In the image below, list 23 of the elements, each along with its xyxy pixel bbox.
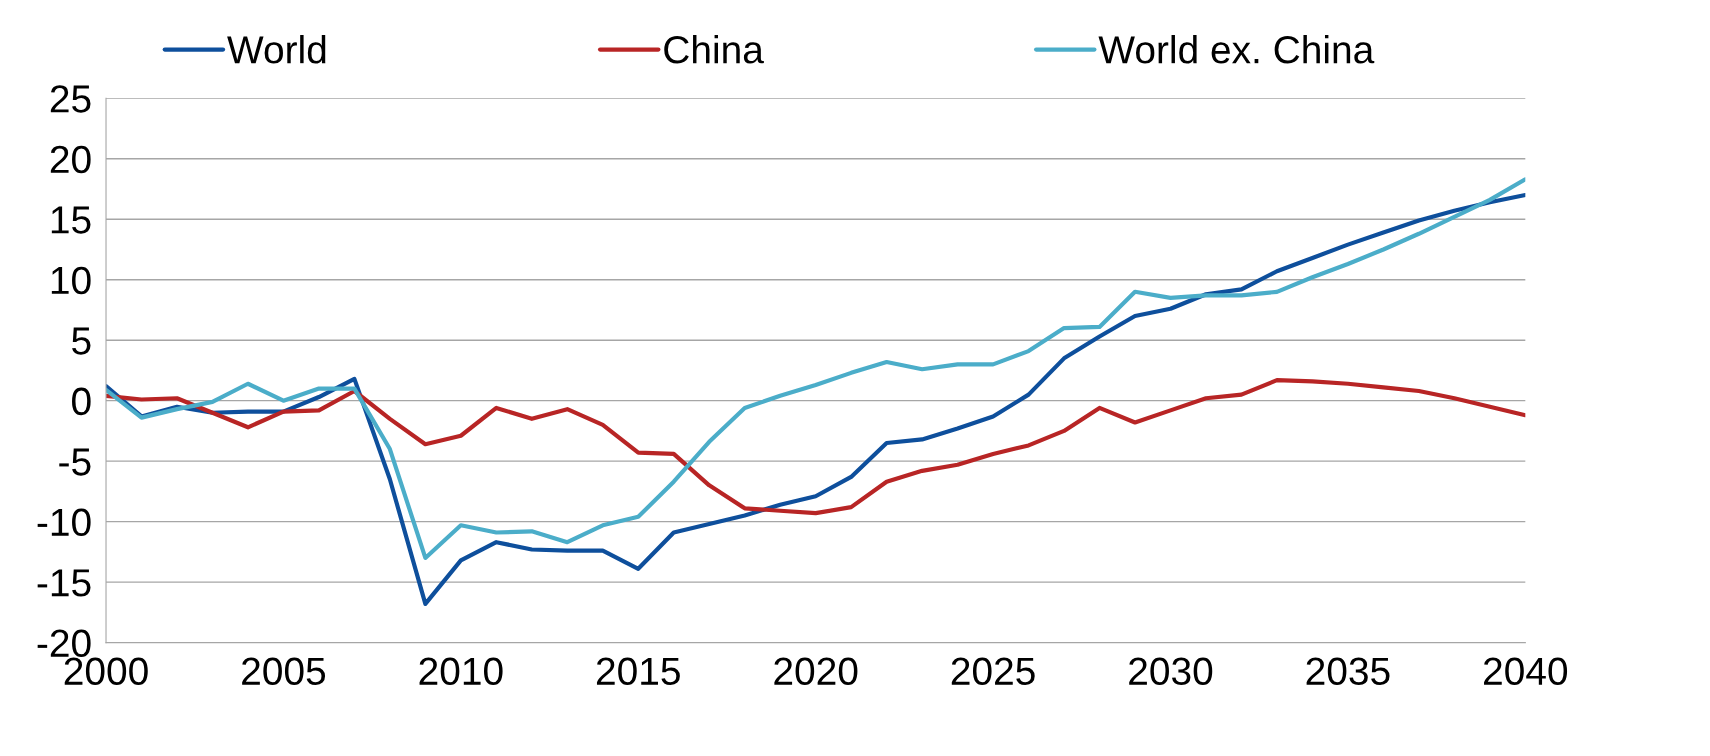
y-tick-label: 20 bbox=[50, 145, 91, 174]
y-tick-label: 5 bbox=[72, 327, 91, 355]
y-tick-label: 10 bbox=[51, 266, 91, 295]
x-tick-label: 2035 bbox=[1306, 657, 1390, 686]
legend-label: World bbox=[227, 35, 326, 64]
x-tick-label: 2005 bbox=[242, 657, 326, 686]
x-tick-label: 2040 bbox=[1484, 657, 1568, 686]
y-tick-label: -20 bbox=[37, 629, 91, 658]
y-tick-label: 15 bbox=[51, 206, 91, 234]
line-series bbox=[106, 378, 1526, 516]
y-tick-label: -15 bbox=[37, 569, 91, 597]
x-tick-label: 2020 bbox=[774, 657, 858, 686]
x-tick-label: 2030 bbox=[1129, 657, 1213, 686]
x-tick-label: 2025 bbox=[951, 657, 1035, 686]
x-tick-label: 2015 bbox=[596, 657, 680, 686]
legend-label: China bbox=[664, 35, 764, 64]
y-tick-label: -10 bbox=[37, 508, 91, 537]
x-tick-label: 2000 bbox=[64, 657, 148, 686]
y-tick-label: 25 bbox=[50, 85, 91, 113]
y-tick-label: 0 bbox=[72, 387, 91, 416]
legend-label: World ex. China bbox=[1098, 35, 1375, 64]
y-tick-label: -5 bbox=[59, 448, 91, 476]
x-tick-label: 2010 bbox=[419, 657, 503, 686]
